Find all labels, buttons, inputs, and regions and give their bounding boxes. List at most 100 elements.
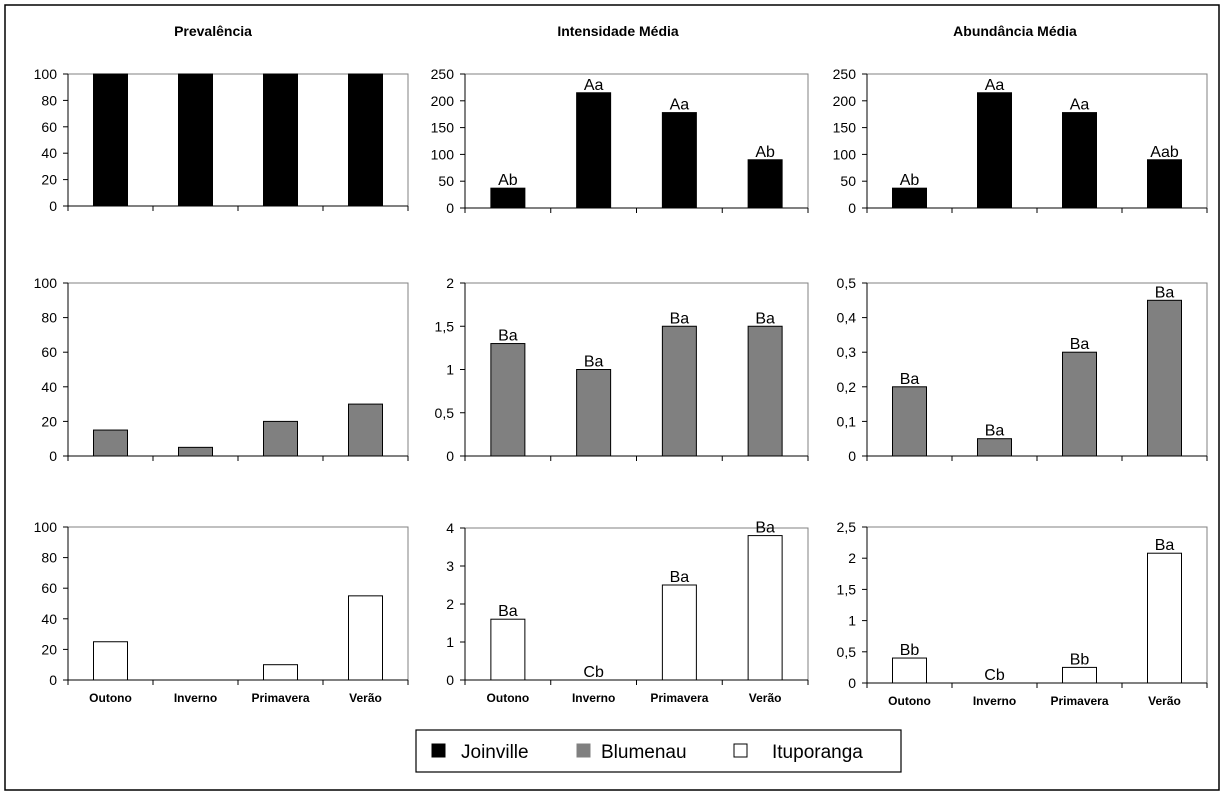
y-tick-label: 20 <box>41 172 57 188</box>
bar-verao <box>747 325 783 457</box>
y-tick-label: 200 <box>431 93 455 109</box>
bar-verao <box>1147 159 1182 209</box>
x-tick-label-inverno: Inverno <box>174 691 217 705</box>
x-tick-label-outono: Outono <box>888 694 931 708</box>
y-tick-label: 250 <box>431 66 455 82</box>
y-tick-label: 2 <box>446 275 454 291</box>
data-label-primavera: Ba <box>670 569 690 586</box>
y-tick-label: 150 <box>833 120 857 136</box>
bar-primavera <box>1062 112 1097 209</box>
x-tick-label-primavera: Primavera <box>251 691 309 705</box>
data-label-primavera: Aa <box>1070 97 1090 114</box>
data-label-outono: Ba <box>900 371 920 388</box>
y-tick-label: 1 <box>446 362 454 378</box>
x-tick-label-primavera: Primavera <box>1050 694 1108 708</box>
chart-panel-6: 0 0,1 0,2 0,3 0,4 0,5 Ba Ba Ba Ba <box>837 275 1208 464</box>
y-tick-label: 20 <box>41 641 57 657</box>
legend-swatch-ituporanga <box>733 743 748 758</box>
legend-swatch-blumenau <box>576 743 591 758</box>
y-tick-label: 3 <box>446 558 454 574</box>
bar-outono <box>892 187 927 209</box>
data-label-primavera: Ba <box>1070 336 1090 353</box>
bar-outono <box>892 657 927 684</box>
y-tick-label: 60 <box>41 580 57 596</box>
data-label-verao: Ba <box>1155 537 1175 554</box>
y-tick-label: 100 <box>833 146 857 162</box>
y-tick-label: 150 <box>431 120 455 136</box>
data-label-inverno: Aa <box>985 77 1005 94</box>
bar-verao <box>348 595 383 681</box>
chart-panel-3: 0 50 100 150 200 250 Ab Aa Aa Aab <box>833 66 1208 216</box>
x-tick-label-primavera: Primavera <box>650 691 708 705</box>
bar-inverno <box>178 446 213 457</box>
column-title-prevalencia: Prevalência <box>174 23 252 39</box>
bar-inverno <box>178 73 213 207</box>
legend-swatch-joinville <box>431 743 446 758</box>
y-tick-label: 0 <box>848 675 856 691</box>
legend-label-ituporanga: Ituporanga <box>772 742 863 763</box>
bar-inverno <box>576 92 612 209</box>
y-tick-label: 40 <box>41 611 57 627</box>
y-tick-label: 100 <box>431 146 455 162</box>
chart-panel-2: 0 50 100 150 200 250 Ab Aa Aa Ab <box>431 66 809 216</box>
y-tick-label: 80 <box>41 310 57 326</box>
data-label-outono: Ab <box>498 172 518 189</box>
column-title-abundancia: Abundância Média <box>953 23 1077 39</box>
x-tick-label-inverno: Inverno <box>973 694 1016 708</box>
data-label-outono: Bb <box>900 642 920 659</box>
y-tick-label: 0 <box>848 448 856 464</box>
data-label-verao: Ab <box>755 144 775 161</box>
data-label-verao: Aab <box>1150 144 1179 161</box>
bar-outono <box>93 429 128 457</box>
bar-primavera <box>1062 666 1097 684</box>
data-label-inverno: Ba <box>584 354 604 371</box>
y-tick-label: 80 <box>41 92 57 108</box>
bar-primavera <box>661 112 697 209</box>
column-title-intensidade: Intensidade Média <box>557 23 679 39</box>
legend: Joinville Blumenau Ituporanga <box>415 729 902 773</box>
data-label-primavera: Bb <box>1070 651 1090 668</box>
data-label-verao: Ba <box>755 520 775 537</box>
bar-outono <box>892 386 927 457</box>
y-tick-label: 0 <box>49 198 57 214</box>
x-tick-label-verao: Verão <box>749 691 782 705</box>
bar-verao <box>348 73 383 207</box>
y-tick-label: 2 <box>848 550 856 566</box>
bar-primavera <box>661 325 697 457</box>
data-label-inverno: Aa <box>584 77 604 94</box>
chart-panel-4: 0 20 40 60 80 100 <box>34 275 409 464</box>
y-tick-label: 2 <box>446 596 454 612</box>
bar-outono <box>490 618 526 681</box>
y-tick-label: 100 <box>34 275 58 291</box>
y-tick-label: 50 <box>438 173 454 189</box>
chart-panel-7: 0 20 40 60 80 100 Outono Inverno Primavera Verão <box>34 519 409 705</box>
bar-outono <box>93 73 128 207</box>
data-label-verao: Ba <box>1155 284 1175 301</box>
bar-primavera <box>1062 351 1097 457</box>
bar-primavera <box>263 664 298 681</box>
y-tick-label: 50 <box>840 173 856 189</box>
bar-verao <box>348 403 383 457</box>
data-label-verao: Ba <box>755 310 775 327</box>
y-tick-label: 1 <box>848 613 856 629</box>
data-label-inverno: Ba <box>985 423 1005 440</box>
y-tick-label: 60 <box>41 344 57 360</box>
y-tick-label: 0,5 <box>837 275 857 291</box>
y-tick-label: 100 <box>34 519 58 535</box>
y-tick-label: 0,1 <box>837 413 857 429</box>
y-tick-label: 2,5 <box>837 519 857 535</box>
y-tick-label: 0,5 <box>837 644 857 660</box>
y-tick-label: 0,4 <box>837 310 857 326</box>
x-tick-label-outono: Outono <box>89 691 132 705</box>
bar-primavera <box>661 584 697 681</box>
y-tick-label: 0 <box>446 200 454 216</box>
y-tick-label: 60 <box>41 119 57 135</box>
data-label-outono: Ab <box>900 172 920 189</box>
y-tick-label: 200 <box>833 93 857 109</box>
x-tick-label-verao: Verão <box>1148 694 1181 708</box>
y-tick-label: 100 <box>34 66 58 82</box>
legend-label-blumenau: Blumenau <box>601 742 687 763</box>
y-tick-label: 80 <box>41 550 57 566</box>
x-tick-label-inverno: Inverno <box>572 691 615 705</box>
